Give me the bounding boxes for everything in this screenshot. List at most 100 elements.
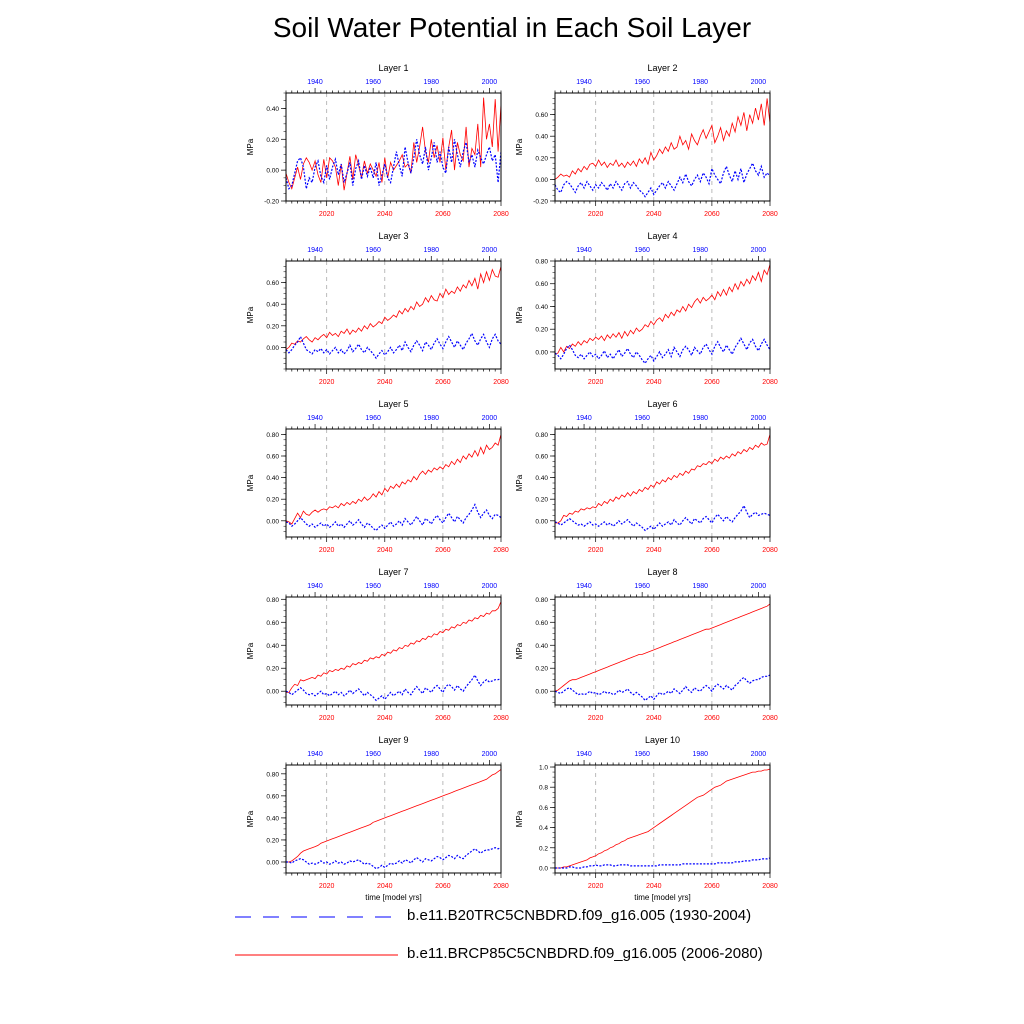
- x-tick-label-top: 1980: [692, 247, 708, 254]
- series-line-historical: [285, 673, 502, 702]
- y-axis-label: MPa: [246, 642, 255, 659]
- x-tick-label-bottom: 2060: [435, 547, 451, 554]
- y-tick-label: 0.20: [266, 497, 279, 504]
- y-axis-label: MPa: [246, 810, 255, 827]
- y-tick-label: 0.00: [266, 859, 279, 866]
- x-tick-label-top: 1940: [307, 247, 323, 254]
- x-tick-label-top: 2000: [482, 583, 498, 590]
- plot-frame: [554, 764, 771, 874]
- x-tick-label-top: 1940: [307, 79, 323, 86]
- series-line-future: [285, 434, 502, 525]
- panel-layer-3: Layer 3 2020 2040 2060 2080 1940 1960 1980 2000 0…: [246, 231, 509, 386]
- plot-frame: [554, 260, 771, 370]
- x-tick-label-top: 1960: [634, 583, 650, 590]
- y-axis-label: MPa: [515, 474, 524, 491]
- x-tick-label-bottom: 2080: [762, 379, 778, 386]
- y-tick-label: 0.60: [266, 280, 279, 287]
- x-tick-label-top: 1960: [634, 79, 650, 86]
- series-line-historical: [285, 503, 502, 532]
- y-tick-label: 0.20: [535, 327, 548, 334]
- y-axis-label: MPa: [246, 138, 255, 155]
- series-line-historical: [285, 139, 502, 190]
- series-line-future: [555, 768, 771, 869]
- x-tick-label-bottom: 2020: [588, 547, 604, 554]
- panel-title: Layer 4: [647, 231, 677, 241]
- x-tick-label-bottom: 2080: [762, 547, 778, 554]
- y-tick-label: 0.20: [535, 666, 548, 673]
- x-tick-label-bottom: 2060: [435, 883, 451, 890]
- x-tick-label-bottom: 2020: [319, 883, 335, 890]
- y-tick-label: 0.80: [266, 597, 279, 604]
- x-tick-label-top: 2000: [482, 751, 498, 758]
- x-tick-label-top: 1980: [692, 583, 708, 590]
- plot-frame: [554, 428, 771, 538]
- x-tick-label-bottom: 2020: [588, 211, 604, 218]
- panel-layer-7: Layer 7 2020 2040 2060 2080 1940 1960 1980 2000 0…: [246, 567, 509, 722]
- panel-layer-2: Layer 2 2020 2040 2060 2080 1940 1960 1980 2000 -…: [515, 63, 778, 218]
- y-tick-label: 0.2: [539, 845, 548, 852]
- x-tick-label-bottom: 2060: [704, 379, 720, 386]
- x-tick-label-bottom: 2060: [704, 211, 720, 218]
- x-tick-label-top: 1940: [576, 247, 592, 254]
- x-tick-label-top: 1940: [576, 79, 592, 86]
- y-tick-label: 0.40: [266, 475, 279, 482]
- y-tick-label: 0.80: [266, 432, 279, 439]
- panel-layer-6: Layer 6 2020 2040 2060 2080 1940 1960 1980 2000 0…: [515, 399, 778, 554]
- x-tick-label-top: 1940: [307, 751, 323, 758]
- y-tick-label: 0.60: [535, 112, 548, 119]
- y-axis-label: MPa: [515, 642, 524, 659]
- panel-title: Layer 10: [645, 735, 680, 745]
- y-tick-label: 0.00: [266, 518, 279, 525]
- x-tick-label-top: 1940: [307, 415, 323, 422]
- x-tick-label-top: 1980: [423, 415, 439, 422]
- plot-frame: [285, 428, 502, 538]
- x-tick-label-bottom: 2080: [762, 715, 778, 722]
- y-axis-label: MPa: [246, 474, 255, 491]
- y-tick-label: 0.80: [535, 432, 548, 439]
- x-tick-label-top: 1960: [365, 247, 381, 254]
- chart-main-title: Soil Water Potential in Each Soil Layer: [272, 12, 752, 43]
- y-tick-label: 0.40: [266, 815, 279, 822]
- panel-title: Layer 5: [378, 399, 408, 409]
- y-tick-label: 0.20: [266, 323, 279, 330]
- x-tick-label-top: 2000: [482, 415, 498, 422]
- y-tick-label: 0.20: [535, 497, 548, 504]
- series-line-historical: [554, 161, 771, 198]
- x-tick-label-bottom: 2040: [377, 547, 393, 554]
- x-tick-label-bottom: 2040: [377, 211, 393, 218]
- panel-layer-8: Layer 8 2020 2040 2060 2080 1940 1960 1980 2000 0…: [515, 567, 778, 722]
- x-tick-label-top: 1980: [423, 79, 439, 86]
- series-line-future: [554, 98, 771, 180]
- y-axis-label: MPa: [246, 306, 255, 323]
- x-tick-label-top: 1960: [365, 415, 381, 422]
- y-tick-label: 0.40: [266, 106, 279, 113]
- x-tick-label-top: 1940: [576, 415, 592, 422]
- x-tick-label-bottom: 2040: [377, 379, 393, 386]
- x-tick-label-bottom: 2040: [646, 211, 662, 218]
- x-tick-label-bottom: 2080: [493, 211, 509, 218]
- x-tick-label-top: 2000: [482, 247, 498, 254]
- y-axis-label: MPa: [515, 306, 524, 323]
- y-tick-label: 0.80: [266, 771, 279, 778]
- y-tick-label: 0.40: [266, 302, 279, 309]
- y-tick-label: 0.20: [266, 666, 279, 673]
- series-line-historical: [285, 331, 502, 360]
- series-line-future: [285, 97, 502, 191]
- x-tick-label-top: 1980: [423, 751, 439, 758]
- x-tick-label-bottom: 2040: [646, 379, 662, 386]
- x-tick-label-bottom: 2080: [493, 379, 509, 386]
- x-tick-label-bottom: 2020: [319, 547, 335, 554]
- panel-title: Layer 3: [378, 231, 408, 241]
- x-tick-label-top: 1940: [576, 583, 592, 590]
- panel-layer-4: Layer 4 2020 2040 2060 2080 1940 1960 1980 2000 0…: [515, 231, 778, 386]
- y-tick-label: 0.60: [535, 454, 548, 461]
- series-line-future: [554, 603, 771, 692]
- y-tick-label: -0.20: [533, 199, 548, 206]
- y-axis-label: MPa: [515, 138, 524, 155]
- y-tick-label: 0.00: [535, 689, 548, 696]
- x-axis-label: time [model yrs]: [365, 893, 421, 902]
- series-line-future: [286, 601, 502, 693]
- x-tick-label-bottom: 2040: [646, 715, 662, 722]
- panel-layer-5: Layer 5 2020 2040 2060 2080 1940 1960 1980 2000 0…: [246, 399, 509, 554]
